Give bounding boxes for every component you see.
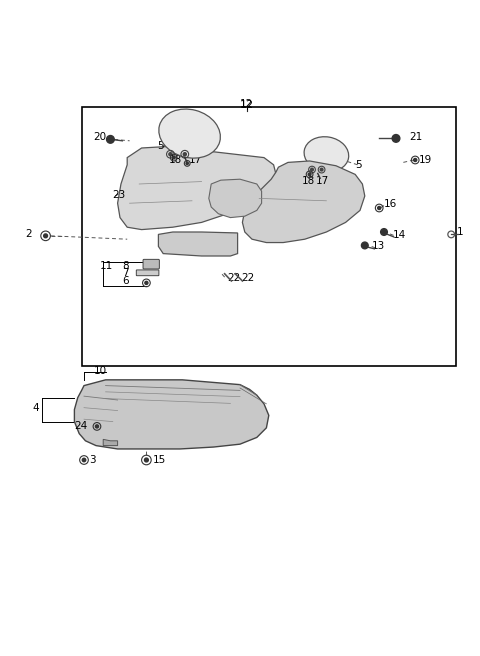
Text: 6: 6 xyxy=(122,276,129,287)
Bar xyxy=(82,107,456,367)
Text: 1: 1 xyxy=(457,227,464,237)
Ellipse shape xyxy=(159,109,220,158)
Circle shape xyxy=(414,159,417,161)
Polygon shape xyxy=(74,380,269,449)
Text: 7: 7 xyxy=(122,268,129,278)
Circle shape xyxy=(361,242,368,249)
Text: 18: 18 xyxy=(301,176,315,186)
Text: 12: 12 xyxy=(240,99,253,110)
Circle shape xyxy=(169,153,172,155)
Text: 11: 11 xyxy=(99,260,113,270)
FancyBboxPatch shape xyxy=(143,259,159,269)
Text: 4: 4 xyxy=(33,403,39,413)
Circle shape xyxy=(107,136,114,143)
Text: 5: 5 xyxy=(157,140,164,151)
Circle shape xyxy=(172,156,175,159)
Polygon shape xyxy=(242,161,365,243)
Polygon shape xyxy=(209,179,262,218)
Circle shape xyxy=(183,153,186,155)
Text: 22: 22 xyxy=(228,273,241,283)
Text: 8: 8 xyxy=(122,260,129,270)
Text: 19: 19 xyxy=(419,155,432,165)
Circle shape xyxy=(96,425,98,428)
Circle shape xyxy=(320,168,323,171)
Text: 21: 21 xyxy=(409,132,422,142)
Text: 24: 24 xyxy=(74,421,88,431)
Text: 5: 5 xyxy=(355,160,362,170)
Text: 16: 16 xyxy=(384,199,397,209)
Text: 17: 17 xyxy=(189,155,202,165)
Polygon shape xyxy=(103,440,118,445)
Text: 15: 15 xyxy=(153,455,166,466)
Circle shape xyxy=(144,458,148,462)
Text: 10: 10 xyxy=(94,366,107,376)
Polygon shape xyxy=(158,232,238,256)
Text: 23: 23 xyxy=(112,190,126,199)
Text: 22: 22 xyxy=(241,273,254,283)
Circle shape xyxy=(308,173,311,176)
Text: 14: 14 xyxy=(393,230,406,240)
Circle shape xyxy=(186,162,188,165)
Text: 2: 2 xyxy=(25,229,32,239)
Circle shape xyxy=(381,229,387,236)
FancyBboxPatch shape xyxy=(136,270,159,276)
Polygon shape xyxy=(118,146,276,230)
Circle shape xyxy=(82,459,86,462)
Circle shape xyxy=(145,281,148,285)
Circle shape xyxy=(311,168,313,171)
Ellipse shape xyxy=(304,136,348,172)
Circle shape xyxy=(44,234,48,237)
Text: 12: 12 xyxy=(240,100,254,110)
Circle shape xyxy=(392,134,400,142)
Text: 13: 13 xyxy=(372,241,385,251)
Text: 20: 20 xyxy=(94,132,107,142)
Text: 17: 17 xyxy=(316,176,329,186)
Text: 18: 18 xyxy=(169,155,182,165)
Text: 3: 3 xyxy=(89,455,96,466)
Circle shape xyxy=(378,207,381,209)
